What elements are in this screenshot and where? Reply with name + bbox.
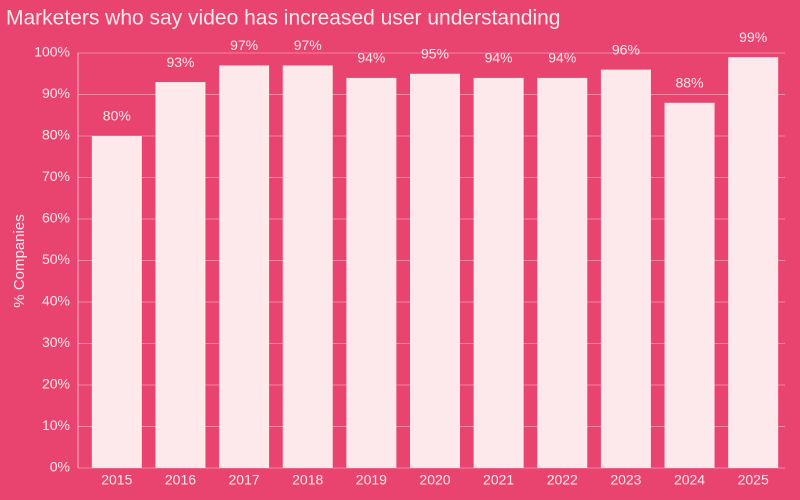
x-tick-label: 2023 [610, 472, 641, 488]
x-tick-label: 2016 [165, 472, 196, 488]
data-label: 95% [421, 45, 449, 61]
x-tick-label: 2025 [738, 472, 769, 488]
x-tick-label: 2017 [229, 472, 260, 488]
bar [91, 136, 142, 468]
bar [537, 77, 588, 469]
x-tick-label: 2022 [547, 472, 578, 488]
y-tick-label: 90% [42, 85, 70, 101]
data-label: 99% [739, 29, 767, 45]
y-tick-label: 80% [42, 127, 70, 143]
x-tick-label: 2015 [101, 472, 132, 488]
bar [664, 102, 715, 469]
y-tick-label: 20% [42, 376, 70, 392]
y-tick-label: 0% [50, 459, 70, 475]
y-axis-label: % Companies [11, 214, 28, 307]
y-tick-label: 10% [42, 417, 70, 433]
data-label: 88% [676, 75, 704, 91]
data-label: 97% [294, 37, 322, 53]
y-tick-label: 100% [34, 44, 70, 60]
chart-title: Marketers who say video has increased us… [6, 7, 560, 30]
y-tick-label: 60% [42, 210, 70, 226]
data-label: 94% [548, 50, 576, 66]
data-label: 94% [485, 50, 513, 66]
bar [473, 77, 524, 469]
data-label: 94% [357, 50, 385, 66]
x-tick-label: 2020 [419, 472, 450, 488]
bar [728, 57, 779, 469]
data-label: 96% [612, 41, 640, 57]
x-tick-label: 2019 [356, 472, 387, 488]
bar [282, 65, 333, 468]
bar [346, 77, 397, 469]
data-label: 97% [230, 37, 258, 53]
bar [219, 65, 270, 468]
bar [410, 73, 460, 468]
x-tick-label: 2021 [483, 472, 514, 488]
x-tick-label: 2024 [674, 472, 705, 488]
y-tick-label: 40% [42, 293, 70, 309]
x-tick-label: 2018 [292, 472, 323, 488]
y-tick-label: 50% [42, 251, 70, 267]
bar [155, 82, 206, 469]
y-tick-label: 30% [42, 334, 70, 350]
data-label: 93% [166, 54, 194, 70]
bar [600, 69, 651, 468]
y-tick-label: 70% [42, 168, 70, 184]
data-label: 80% [103, 108, 131, 124]
